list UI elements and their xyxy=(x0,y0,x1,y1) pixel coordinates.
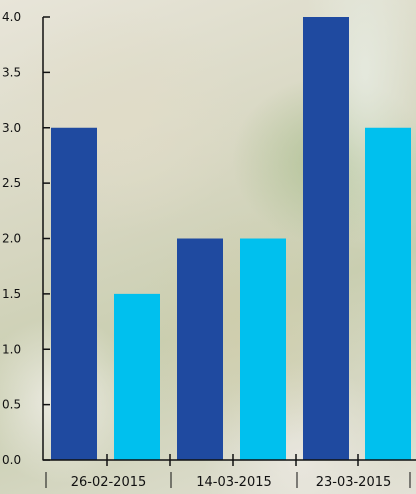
bar-series1-1 xyxy=(51,127,97,460)
bar-series1-2 xyxy=(177,238,223,460)
x-category-label: 26-02-2015 xyxy=(71,475,147,490)
bar-series1-3 xyxy=(303,17,349,460)
y-tick-label: 0.0 xyxy=(2,453,21,467)
bar-series2-3 xyxy=(365,127,411,460)
y-tick-label: 3.0 xyxy=(2,121,21,135)
y-tick-label: 1.5 xyxy=(2,287,21,301)
y-tick-label: 4.0 xyxy=(2,10,21,24)
y-tick-label: 3.5 xyxy=(2,65,21,79)
x-category-label: 14-03-2015 xyxy=(196,475,272,490)
bar-series2-2 xyxy=(240,238,286,460)
x-category-label: 23-03-2015 xyxy=(316,475,392,490)
bar-series2-1 xyxy=(114,293,160,460)
y-tick-label: 2.5 xyxy=(2,176,21,190)
y-tick-label: 2.0 xyxy=(2,232,21,246)
y-tick-label: 0.5 xyxy=(2,398,21,412)
y-tick-label: 1.0 xyxy=(2,342,21,356)
